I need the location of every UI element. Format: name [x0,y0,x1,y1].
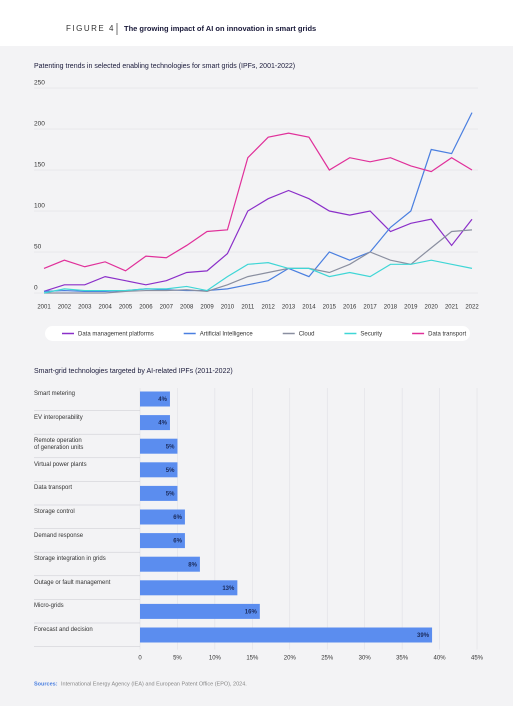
value-label: 13% [222,586,235,592]
category-label: Outage or fault management [34,579,111,586]
x-tick-label: 2016 [343,305,357,311]
x-tick-label: 40% [434,656,447,662]
value-label: 4% [158,397,167,403]
x-tick-label: 2014 [302,305,316,311]
chart-title: Patenting trends in selected enabling te… [34,63,295,70]
y-tick-label: 50 [34,244,42,251]
x-tick-label: 35% [396,656,409,662]
bar [140,627,433,643]
source-text: International Energy Agency (IEA) and Eu… [61,681,247,687]
x-tick-label: 25% [321,656,334,662]
y-tick-label: 100 [34,203,45,210]
category-label: Storage control [34,509,75,515]
bar [140,509,185,525]
x-tick-label: 15% [246,656,259,662]
category-label: Demand response [34,532,84,539]
series-line [44,229,473,294]
y-tick-label: 0 [34,285,38,292]
y-tick-label: 200 [34,121,45,128]
legend-label: Security [360,332,382,338]
bar [140,580,238,596]
x-tick-label: 2019 [404,305,418,311]
x-tick-label: 2012 [262,305,276,311]
bar [140,533,185,549]
series-line [43,189,473,292]
x-tick-label: 2002 [58,305,72,311]
legend-box [45,326,470,341]
category-label: EV interoperability [34,414,83,421]
value-label: 16% [245,609,258,615]
series-line [43,259,473,294]
x-tick-label: 10% [209,656,222,662]
x-tick-label: 30% [359,656,372,662]
bar [140,603,260,619]
x-tick-label: 2013 [282,305,296,311]
x-tick-label: 2020 [425,305,439,311]
value-label: 5% [166,491,175,497]
figure-title: The growing impact of AI on innovation i… [124,24,316,33]
bar [140,391,170,407]
legend-label: Data transport [428,332,466,338]
y-tick-label: 250 [34,80,45,87]
x-tick-label: 0 [138,656,142,662]
series-line [43,132,473,272]
value-label: 6% [173,515,182,521]
x-tick-label: 2021 [445,305,459,311]
x-tick-label: 2005 [119,305,133,311]
y-tick-label: 150 [34,162,45,169]
x-tick-label: 2022 [465,305,479,311]
category-label: Virtual power plants [34,461,87,468]
bar [140,556,200,572]
figure-label: FIGURE 4 [66,24,115,33]
x-tick-label: 2010 [221,305,235,311]
category-label: Storage integration in grids [34,556,106,563]
value-label: 39% [417,633,430,639]
background [0,46,513,706]
category-label: Smart metering [34,391,76,397]
chart-title: Smart-grid technologies targeted by AI-r… [34,368,233,375]
category-label: Remote operation of generation units [34,438,84,452]
category-label: Forecast and decision [34,627,93,633]
x-tick-label: 2011 [241,305,255,311]
x-tick-label: 2017 [363,305,377,311]
category-label: Data transport [34,485,73,492]
bar [140,415,170,431]
value-label: 6% [173,539,182,545]
x-tick-label: 45% [471,656,484,662]
category-label: Micro-grids [34,603,64,610]
x-tick-label: 5% [173,656,182,662]
x-tick-label: 2007 [160,305,174,311]
value-label: 5% [166,468,175,474]
bar [140,462,178,478]
value-label: 8% [188,562,197,568]
legend-label: Cloud [299,332,315,338]
bar [140,485,178,501]
x-tick-label: 2009 [200,305,214,311]
x-tick-label: 2015 [323,305,337,311]
x-tick-label: 2003 [78,305,92,311]
value-label: 4% [158,421,167,427]
x-tick-label: 2001 [37,305,51,311]
bar [140,438,178,454]
value-label: 5% [166,444,175,450]
x-tick-label: 2018 [384,305,398,311]
x-tick-label: 2004 [98,305,112,311]
source-label: Sources: [34,681,58,687]
x-tick-label: 2006 [139,305,153,311]
legend-label: Data management platforms [78,332,154,338]
legend-label: Artificial Intelligence [200,332,254,338]
x-tick-label: 2008 [180,305,194,311]
x-tick-label: 20% [284,656,297,662]
